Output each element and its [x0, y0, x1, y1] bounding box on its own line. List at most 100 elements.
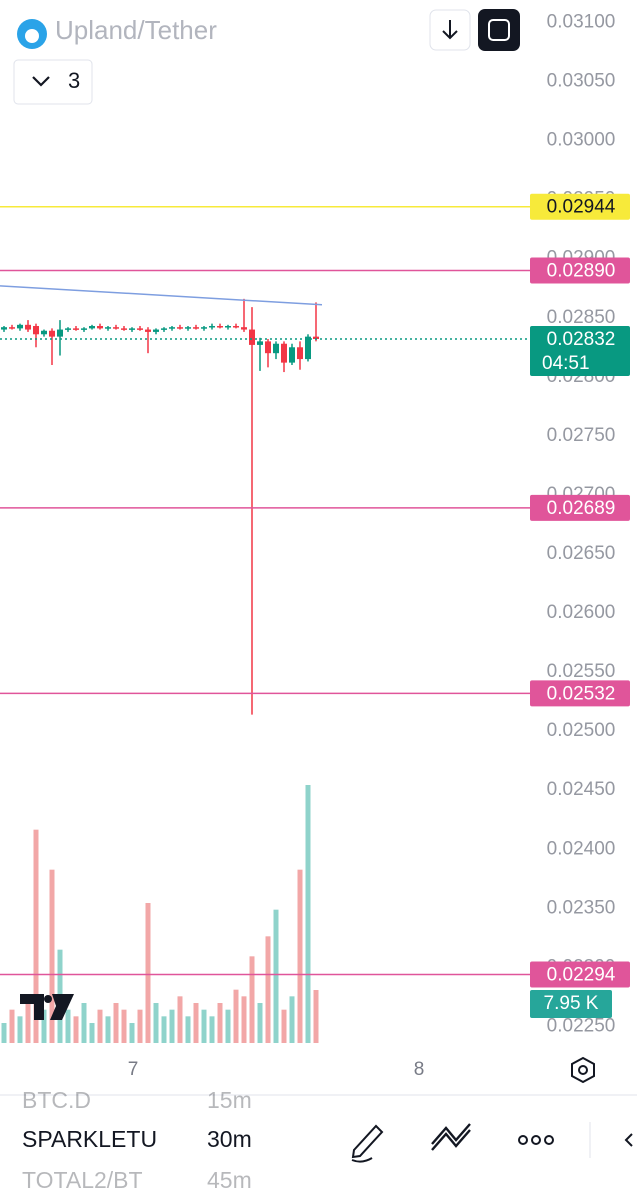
volume-bar — [169, 1009, 175, 1043]
candle-body — [305, 336, 311, 360]
settings-button[interactable] — [571, 1056, 595, 1084]
candle-body — [49, 330, 55, 337]
y-tick-label: 0.02250 — [547, 1015, 616, 1036]
y-tick-label: 0.02350 — [547, 897, 616, 918]
candle-body — [65, 328, 71, 330]
volume-bar — [305, 785, 311, 1043]
candle-body — [265, 341, 271, 354]
volume-bar — [201, 1009, 207, 1043]
candle-body — [209, 326, 215, 328]
candle-body — [313, 336, 319, 340]
volume-bar — [41, 1009, 47, 1043]
candle-body — [241, 327, 247, 330]
y-tick-label: 0.02600 — [547, 602, 616, 623]
volume-bar — [1, 1023, 7, 1043]
price-label: 0.02689 — [547, 498, 616, 519]
toolbar-item-faded[interactable]: TOTAL2/BT 45m — [22, 1167, 252, 1193]
volume-label-box — [530, 990, 612, 1018]
draw-tool-button[interactable] — [351, 1124, 384, 1163]
volume-bar — [281, 1009, 287, 1043]
volume-bar — [17, 1016, 23, 1043]
candle-body — [201, 327, 207, 329]
candle-body — [1, 327, 7, 330]
collapse-button[interactable] — [624, 1133, 633, 1147]
toolbar-symbol: TOTAL2/BT — [22, 1167, 143, 1193]
last-price-label: 0.02832 — [547, 329, 616, 350]
volume-bar — [225, 1009, 231, 1043]
trend-tool-button[interactable] — [431, 1123, 471, 1151]
volume-bar — [273, 909, 279, 1043]
y-tick-label: 0.03100 — [547, 11, 616, 32]
y-tick-label: 0.02850 — [547, 307, 616, 328]
candle-body — [153, 329, 159, 332]
toolbar-item-faded[interactable]: BTC.D 15m — [22, 1087, 252, 1113]
candle-body — [217, 326, 223, 328]
volume-bar — [145, 903, 151, 1043]
candle-body — [161, 328, 167, 330]
y-tick-label: 0.02650 — [547, 543, 616, 564]
y-tick-label: 0.02450 — [547, 779, 616, 800]
candle-body — [249, 329, 255, 345]
layout-dropdown[interactable] — [13, 59, 93, 105]
more-button[interactable] — [518, 1135, 554, 1145]
candle-body — [33, 326, 39, 335]
volume-bar — [97, 1009, 103, 1043]
candle-body — [121, 328, 127, 330]
volume-bar — [81, 1003, 87, 1043]
candle-body — [177, 327, 183, 329]
countdown-label: 04:51 — [542, 353, 590, 374]
layout-count: 3 — [68, 68, 80, 93]
candle-body — [281, 343, 287, 363]
volume-bar — [137, 1009, 143, 1043]
volume-bar — [121, 1009, 127, 1043]
volume-bar — [249, 956, 255, 1043]
candle-body — [25, 324, 31, 330]
volume-bar — [9, 1009, 15, 1043]
volume-bar — [217, 1003, 223, 1043]
candle-body — [113, 327, 119, 329]
volume-bar — [297, 869, 303, 1043]
volume-bar — [177, 996, 183, 1043]
fullscreen-button[interactable] — [478, 9, 520, 51]
symbol-title[interactable]: Upland/Tether — [55, 15, 217, 45]
candle-body — [105, 327, 111, 329]
candle-body — [137, 328, 143, 330]
candle-body — [193, 327, 199, 329]
volume-bar — [25, 1003, 31, 1043]
toolbar-item[interactable]: SPARKLETU 30m — [22, 1126, 252, 1152]
candle-body — [97, 326, 103, 329]
toolbar-symbol: SPARKLETU — [22, 1126, 157, 1152]
candle-body — [9, 327, 15, 329]
candle-body — [169, 327, 175, 329]
y-tick-label: 0.03050 — [547, 71, 616, 92]
last-price-box — [530, 326, 630, 377]
volume-bar — [105, 1016, 111, 1043]
price-label-box — [530, 494, 630, 521]
volume-bar — [193, 1003, 199, 1043]
volume-bar — [289, 996, 295, 1043]
candle-body — [129, 328, 135, 330]
candle-body — [81, 328, 87, 330]
chevron-icon — [32, 76, 50, 87]
candle-body — [57, 329, 63, 337]
volume-bar — [73, 1016, 79, 1043]
volume-label: 7.95 K — [544, 993, 599, 1014]
candle-body — [89, 326, 95, 329]
volume-bar — [209, 1016, 215, 1043]
trend-line — [0, 285, 323, 306]
candle-body — [17, 324, 23, 329]
volume-bar — [89, 1023, 95, 1043]
toolbar-symbol: BTC.D — [22, 1087, 91, 1113]
price-label: 0.02890 — [547, 261, 616, 282]
price-label-box — [530, 680, 630, 707]
toolbar-interval: 45m — [207, 1167, 252, 1193]
price-label: 0.02944 — [547, 197, 616, 218]
settings-icon — [578, 1065, 588, 1075]
arrow-icon — [442, 20, 458, 40]
candle-body — [225, 326, 231, 328]
y-tick-label: 0.02400 — [547, 838, 616, 859]
volume-bar — [257, 1003, 263, 1043]
candle-body — [41, 330, 47, 335]
tv-logo-dot — [44, 995, 52, 1003]
